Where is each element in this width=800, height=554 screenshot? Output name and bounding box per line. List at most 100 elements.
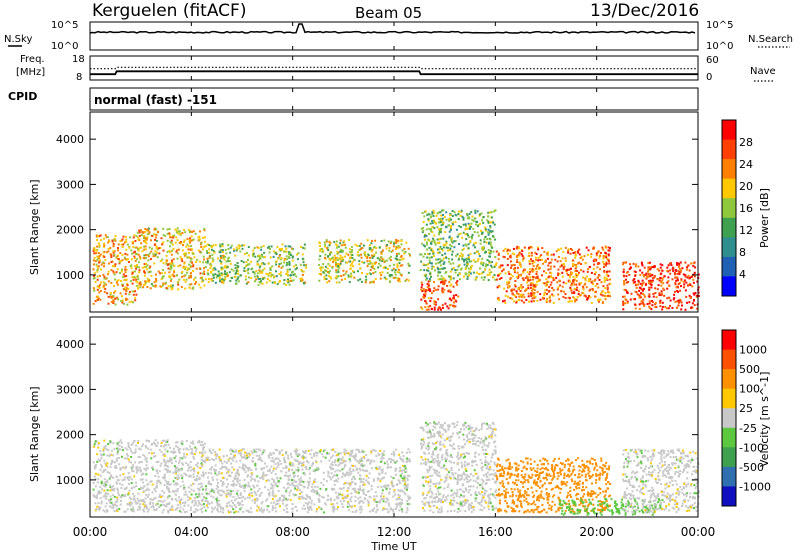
velocity-cell — [201, 492, 204, 495]
power-cell — [654, 306, 657, 309]
power-cell — [135, 265, 137, 268]
power-cell — [442, 222, 445, 225]
power-cell — [366, 265, 369, 268]
power-cell — [199, 286, 202, 289]
velocity-cell — [139, 469, 142, 472]
power-cell — [239, 245, 241, 248]
velocity-cell — [210, 506, 213, 509]
power-cell — [166, 228, 169, 231]
power-cell — [633, 270, 636, 273]
velocity-cell — [395, 498, 398, 501]
power-cell — [441, 259, 444, 262]
velocity-cell — [372, 478, 375, 481]
power-cell — [119, 252, 122, 254]
power-cell — [164, 282, 167, 285]
velocity-cell — [244, 483, 247, 486]
velocity-cell — [167, 465, 170, 468]
velocity-cell — [388, 491, 391, 494]
power-cell — [641, 264, 644, 267]
power-cell — [421, 212, 424, 214]
velocity-cell — [365, 494, 367, 496]
velocity-cell — [214, 453, 217, 456]
power-cell — [235, 272, 238, 275]
velocity-cell — [163, 464, 166, 467]
power-cell — [434, 301, 437, 304]
power-cell — [512, 293, 515, 296]
velocity-cell — [166, 469, 169, 471]
velocity-cell — [279, 497, 281, 499]
power-cell — [289, 245, 292, 248]
power-cell — [401, 249, 404, 252]
velocity-cell — [216, 490, 219, 493]
power-cell — [430, 262, 433, 265]
velocity-cell — [351, 451, 354, 454]
power-cell — [117, 279, 120, 282]
power-region — [495, 245, 612, 304]
power-cell — [526, 275, 528, 278]
power-cell — [379, 264, 382, 267]
power-cell — [448, 220, 451, 223]
power-cell — [147, 259, 150, 262]
power-cell — [144, 283, 147, 286]
power-cell — [420, 286, 423, 289]
velocity-cell — [198, 489, 201, 492]
velocity-cell — [185, 493, 188, 496]
power-cell — [448, 304, 451, 307]
power-cell — [227, 260, 230, 263]
power-cell — [262, 245, 265, 247]
velocity-cell — [308, 467, 311, 470]
power-cell — [288, 263, 291, 266]
power-cell — [283, 259, 286, 262]
power-cell — [245, 265, 248, 267]
velocity-cell — [169, 507, 172, 510]
power-cell — [492, 276, 495, 279]
power-cell — [137, 278, 140, 281]
power-cell — [225, 260, 228, 263]
power-cell — [211, 257, 214, 260]
power-cell — [595, 259, 597, 262]
power-cell — [394, 273, 397, 276]
velocity-cell — [173, 450, 176, 453]
power-cell — [368, 244, 371, 247]
power-cell — [528, 273, 531, 276]
velocity-cell — [310, 456, 313, 459]
power-cell — [133, 234, 136, 237]
power-cell — [155, 234, 158, 236]
velocity-cell — [174, 470, 177, 473]
power-cell — [458, 243, 461, 245]
velocity-cell — [351, 510, 354, 513]
velocity-cell — [142, 454, 145, 457]
power-cell — [208, 248, 211, 251]
power-cell — [428, 288, 431, 291]
power-cell — [494, 264, 497, 267]
power-cell — [129, 280, 132, 283]
velocity-cell — [149, 503, 152, 506]
power-cell — [296, 253, 299, 256]
velocity-cell — [144, 497, 147, 500]
power-cell — [206, 243, 209, 246]
power-echoes — [92, 209, 700, 311]
power-cell — [138, 284, 141, 287]
power-cell — [690, 276, 693, 278]
power-cell — [260, 262, 263, 265]
velocity-cell — [184, 490, 187, 493]
power-cell — [672, 267, 675, 270]
velocity-cell — [187, 448, 190, 451]
power-cell — [435, 258, 438, 261]
power-cell — [148, 246, 151, 249]
power-cell — [343, 243, 346, 246]
velocity-cell — [352, 476, 355, 479]
velocity-cell — [277, 480, 280, 482]
power-cell — [394, 269, 397, 271]
power-cell — [464, 272, 467, 275]
power-cell — [552, 294, 555, 297]
power-cell — [650, 300, 653, 302]
velocity-cell — [237, 510, 240, 513]
power-cell — [437, 251, 439, 254]
power-cell — [243, 267, 246, 270]
velocity-cell — [312, 488, 314, 491]
power-cell — [582, 270, 585, 273]
power-cell — [586, 298, 589, 301]
power-cell — [388, 257, 391, 260]
power-cell — [361, 280, 363, 283]
